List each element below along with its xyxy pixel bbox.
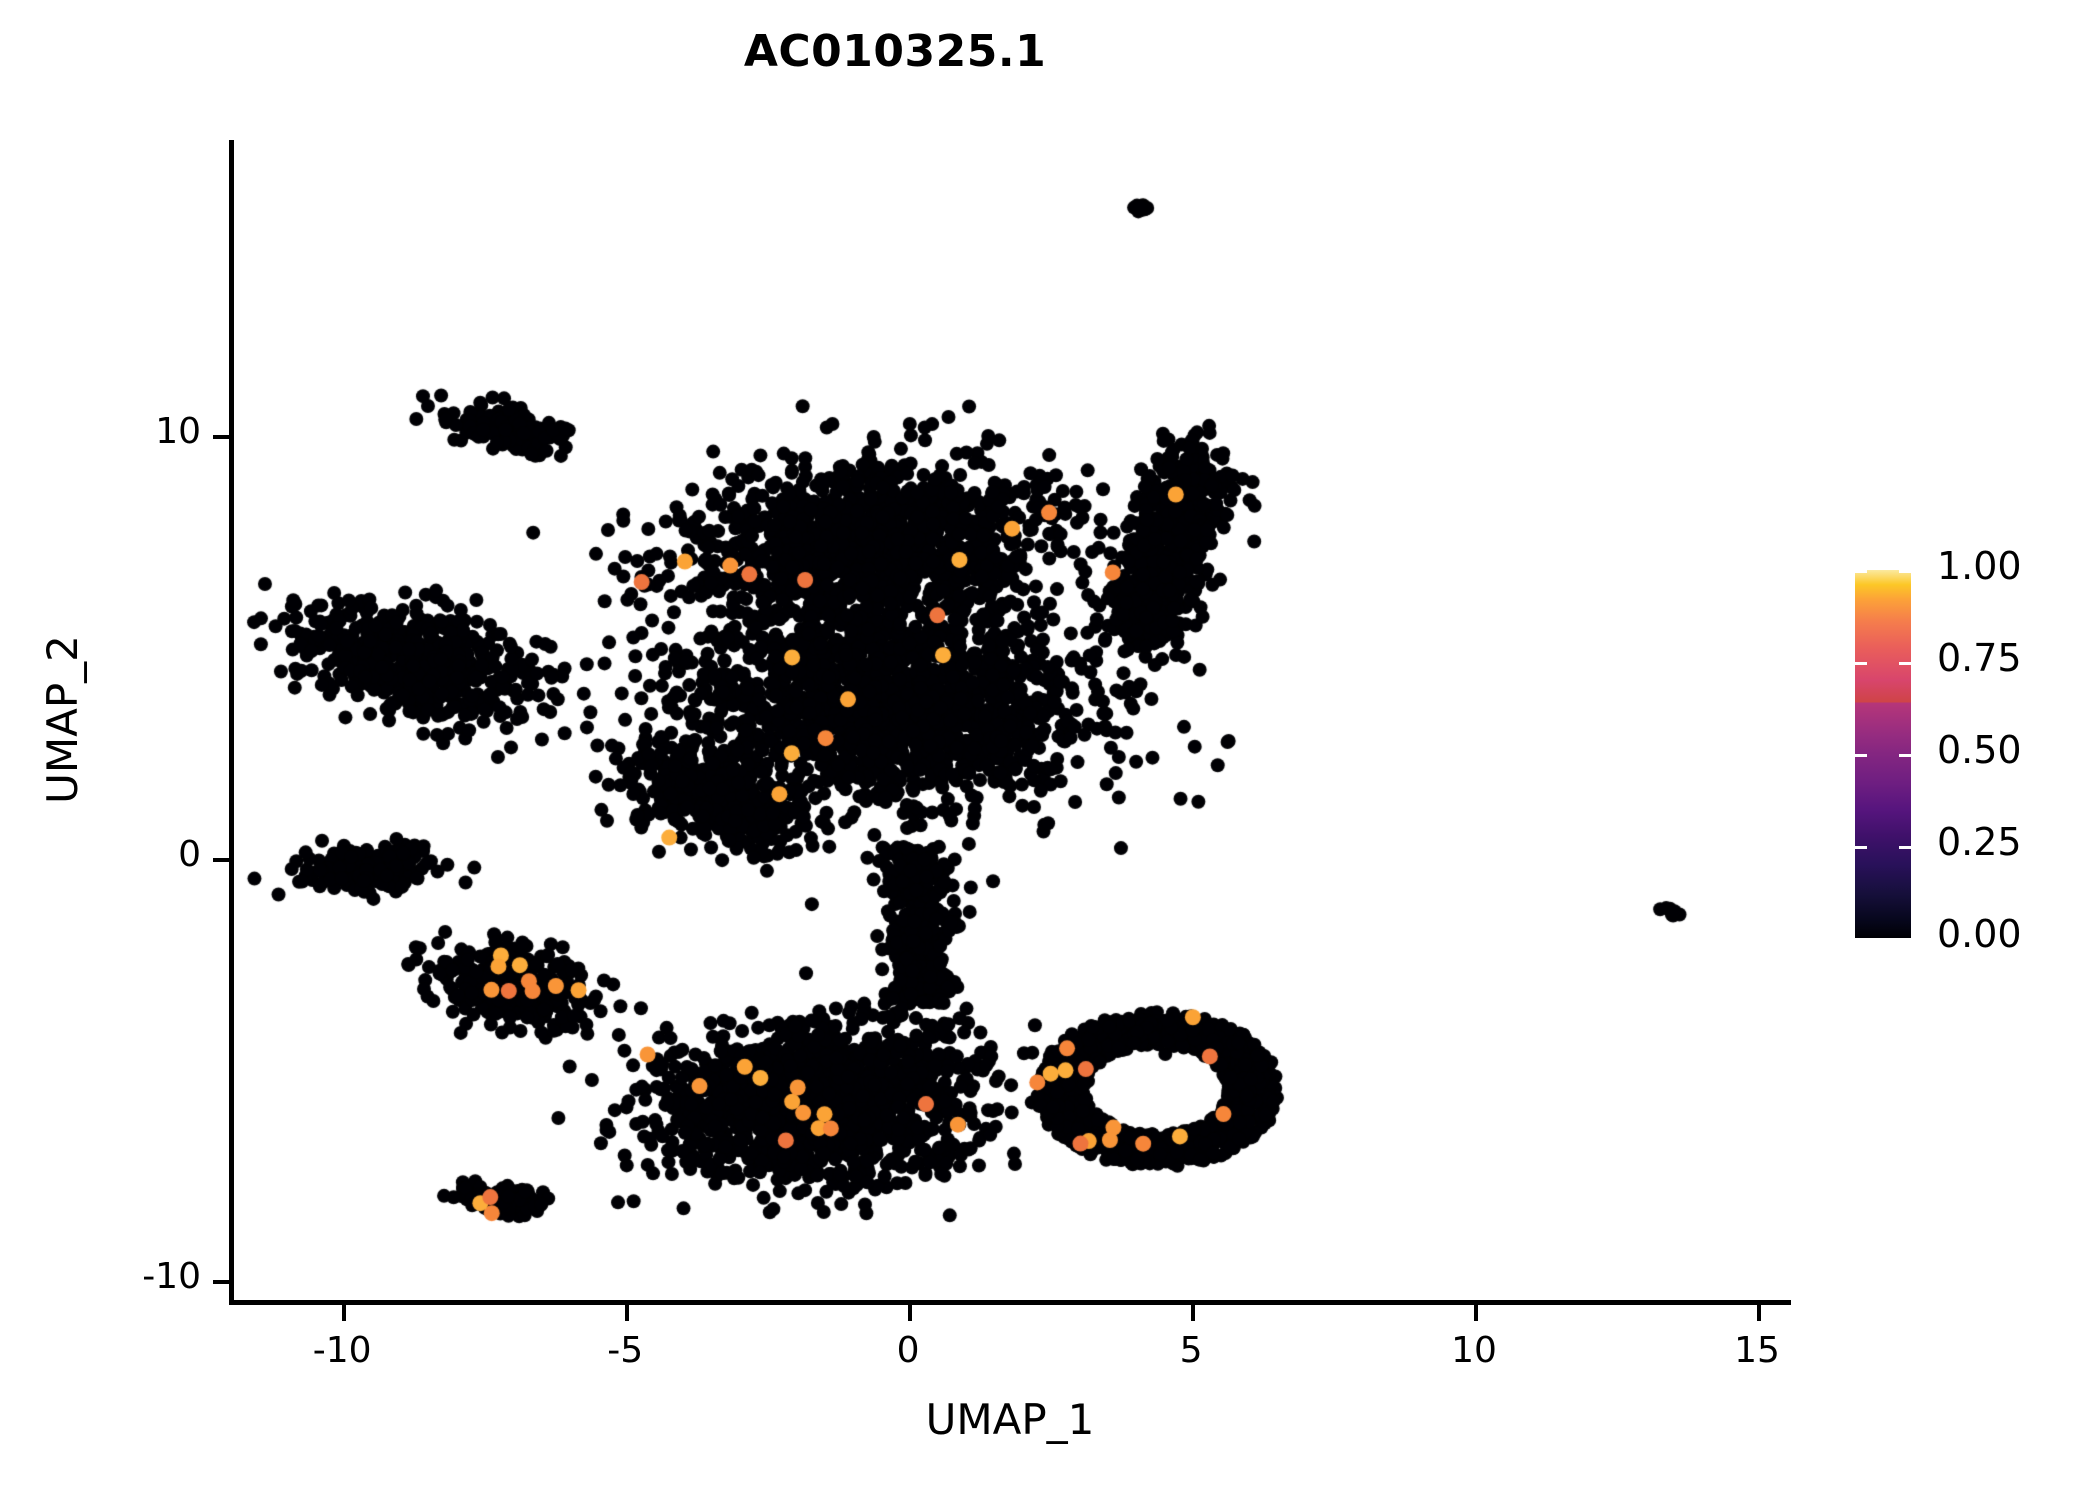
colorbar-tick-label: 0.50 bbox=[1937, 728, 2022, 772]
y-axis-label: UMAP_2 bbox=[38, 635, 87, 804]
y-tick-label: 0 bbox=[178, 833, 201, 875]
y-tick-label: 10 bbox=[155, 411, 201, 453]
colorbar-tick-mark bbox=[1855, 662, 1867, 665]
y-tick-label: -10 bbox=[142, 1255, 201, 1297]
x-tick-label: 5 bbox=[1179, 1330, 1203, 1371]
x-tick-label: -10 bbox=[312, 1330, 372, 1371]
x-axis-label: UMAP_1 bbox=[925, 1395, 1095, 1444]
y-axis-spine bbox=[229, 140, 234, 1305]
colorbar-tick-mark bbox=[1855, 754, 1867, 757]
colorbar-tick-label: 1.00 bbox=[1937, 544, 2022, 588]
colorbar-tick-mark bbox=[1899, 570, 1911, 573]
x-tick-mark bbox=[1474, 1305, 1479, 1321]
colorbar-tick-mark bbox=[1899, 754, 1911, 757]
colorbar-tick-mark bbox=[1899, 846, 1911, 849]
x-tick-mark bbox=[625, 1305, 630, 1321]
colorbar-tick-mark bbox=[1855, 938, 1867, 941]
x-tick-mark bbox=[908, 1305, 913, 1321]
page-title: AC010325.1 bbox=[743, 26, 1047, 77]
colorbar-tick-mark bbox=[1855, 570, 1867, 573]
x-tick-label: 0 bbox=[896, 1330, 920, 1371]
colorbar-tick-label: 0.25 bbox=[1937, 820, 2022, 864]
y-tick-mark bbox=[213, 1279, 229, 1284]
y-tick-mark bbox=[213, 435, 229, 440]
x-tick-label: 10 bbox=[1451, 1330, 1497, 1371]
colorbar-tick-label: 0.75 bbox=[1937, 636, 2022, 680]
colorbar-tick-label: 0.00 bbox=[1937, 912, 2022, 956]
y-tick-mark bbox=[213, 857, 229, 862]
scatter-points-canvas bbox=[229, 140, 1791, 1305]
x-axis-spine bbox=[229, 1300, 1791, 1305]
colorbar-tick-mark bbox=[1899, 662, 1911, 665]
x-tick-label: 15 bbox=[1734, 1330, 1780, 1371]
x-tick-mark bbox=[1191, 1305, 1196, 1321]
x-tick-mark bbox=[1757, 1305, 1762, 1321]
x-tick-mark bbox=[342, 1305, 347, 1321]
y-axis-label-wrapper: UMAP_2 bbox=[0, 140, 100, 1305]
colorbar-tick-mark bbox=[1899, 938, 1911, 941]
plot-axes: -10 -5 0 5 10 15 10 0 -10 bbox=[142, 140, 1791, 1371]
x-tick-label: -5 bbox=[607, 1330, 644, 1371]
colorbar-tick-mark bbox=[1855, 846, 1867, 849]
